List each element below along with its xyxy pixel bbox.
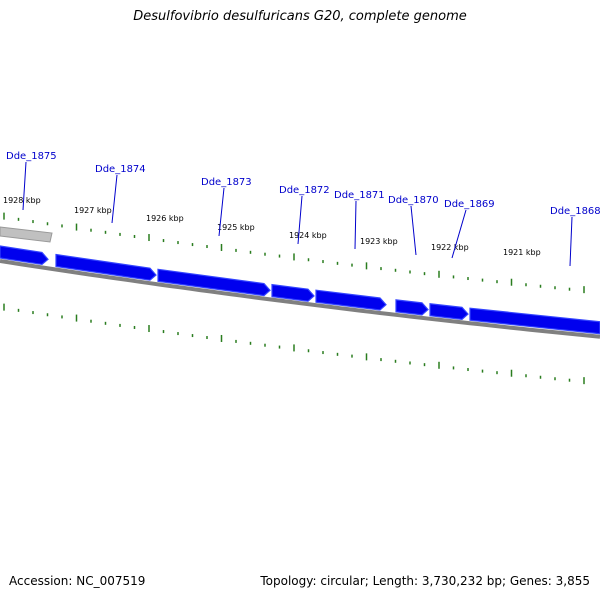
gene-label[interactable]: Dde_1868 <box>550 206 600 217</box>
gene-arrow[interactable] <box>315 289 387 311</box>
kbp-label: 1928 kbp <box>3 196 41 205</box>
kbp-label: 1923 kbp <box>360 237 398 246</box>
kbp-label: 1921 kbp <box>503 248 541 257</box>
gene-leader-line <box>451 209 467 259</box>
backbone-fragment <box>0 226 53 243</box>
gene-leader-line <box>297 195 303 245</box>
gene-track <box>0 245 600 335</box>
gene-label[interactable]: Dde_1872 <box>279 185 330 196</box>
gene-leader-line <box>410 205 417 256</box>
gene-arrow[interactable] <box>469 307 600 335</box>
kbp-label: 1924 kbp <box>289 231 327 240</box>
kbp-label: 1927 kbp <box>74 206 112 215</box>
gene-leader-line <box>569 216 573 267</box>
gene-arrow[interactable] <box>395 299 429 316</box>
accession-text: Accession: NC_007519 <box>9 574 146 588</box>
gene-leader-line <box>354 200 357 250</box>
gene-labels: Dde_1875 Dde_1874 Dde_1873 Dde_1872 Dde_1871… <box>6 151 600 267</box>
backbone-line <box>0 259 600 339</box>
gene-label[interactable]: Dde_1873 <box>201 177 252 188</box>
kbp-label: 1922 kbp <box>431 243 469 252</box>
gene-leader-line <box>111 174 118 224</box>
gene-leader-line <box>218 187 225 237</box>
genome-backbone <box>0 226 600 339</box>
gene-label[interactable]: Dde_1870 <box>388 195 439 206</box>
title: Desulfovibrio desulfuricans G20, complet… <box>133 9 467 24</box>
gene-arrow[interactable] <box>429 303 469 320</box>
gene-arrow[interactable] <box>271 283 315 302</box>
genome-summary-text: Topology: circular; Length: 3,730,232 bp… <box>260 574 590 588</box>
gene-arrow[interactable] <box>55 253 157 281</box>
gene-arrow[interactable] <box>0 245 49 266</box>
tick-marks <box>3 212 585 385</box>
gene-label[interactable]: Dde_1871 <box>334 190 385 201</box>
kbp-label: 1925 kbp <box>217 223 255 232</box>
kbp-scale: 1928 kbp 1927 kbp 1926 kbp 1925 kbp 1924 kbp… <box>3 196 541 257</box>
kbp-label: 1926 kbp <box>146 214 184 223</box>
gene-leader-line <box>22 161 27 211</box>
gene-label[interactable]: Dde_1869 <box>444 199 495 210</box>
gene-arrow[interactable] <box>157 268 271 297</box>
gene-label[interactable]: Dde_1874 <box>95 164 146 175</box>
gene-label[interactable]: Dde_1875 <box>6 151 57 162</box>
